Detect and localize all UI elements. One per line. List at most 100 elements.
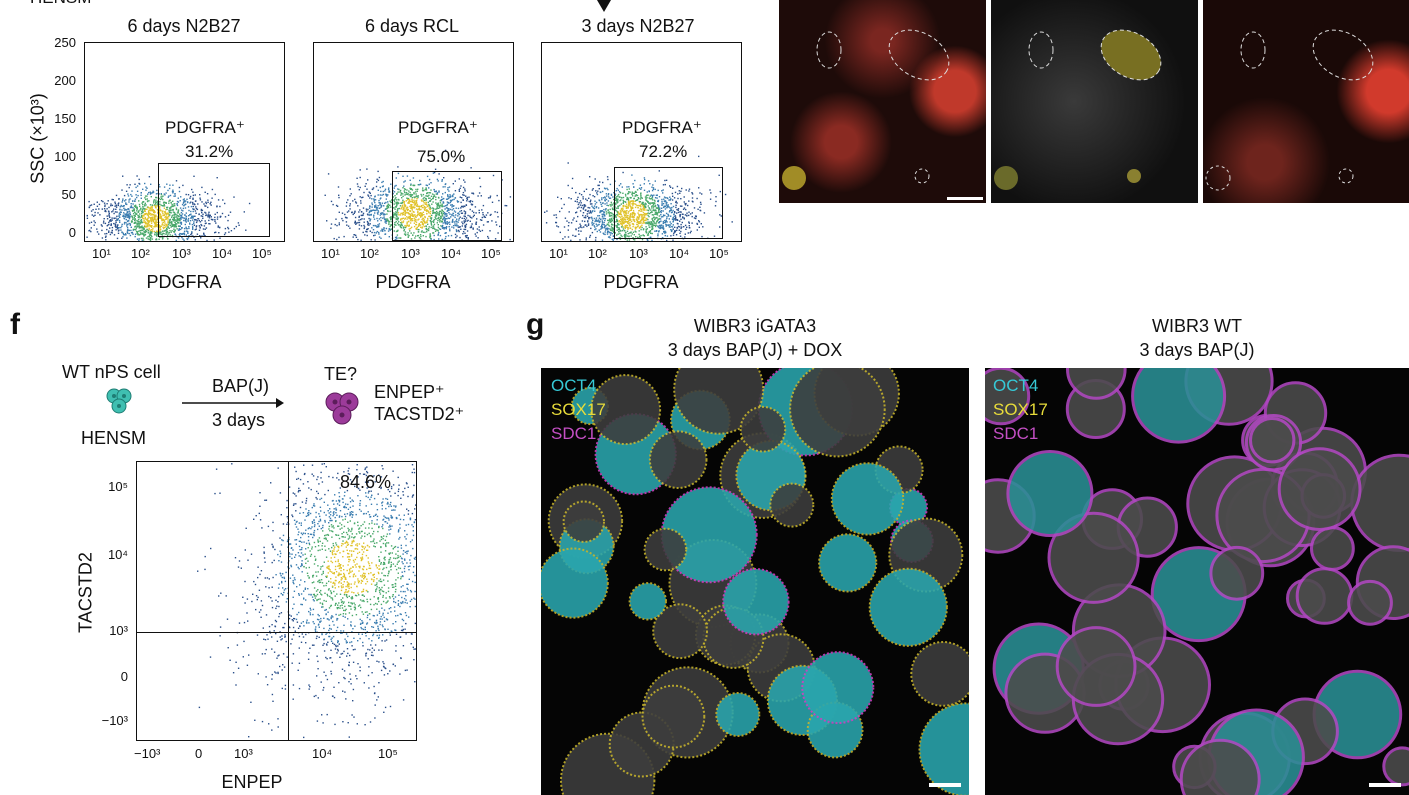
flow-dot <box>647 214 649 217</box>
flow-dot <box>208 219 210 222</box>
flow-dot <box>165 209 167 211</box>
top-arrow <box>597 0 611 12</box>
flow-dot <box>139 223 141 225</box>
flow-dot <box>415 504 417 506</box>
flow-dot <box>464 211 467 213</box>
flow-dot <box>617 233 619 235</box>
flow-dot <box>155 224 157 226</box>
flow-dot <box>156 230 158 233</box>
flow-dot <box>638 197 640 200</box>
flow-dot <box>664 221 666 224</box>
flow-dot <box>607 196 610 198</box>
flow-dot <box>155 220 157 222</box>
flow-dot <box>183 230 186 232</box>
flow-dot <box>580 202 582 204</box>
flow-dot <box>414 203 416 206</box>
flow-dot <box>342 597 344 599</box>
flow-dot <box>331 615 333 617</box>
flow-dot <box>125 202 127 204</box>
flow-dot <box>419 224 422 226</box>
flow-dot <box>216 205 218 207</box>
flow-dot <box>635 236 637 238</box>
flow-dot <box>646 194 648 196</box>
flow-dot <box>410 207 413 210</box>
flow-dot <box>346 217 348 219</box>
flow-dot <box>134 229 137 231</box>
flow-dot <box>175 208 178 211</box>
flow-dot <box>362 207 365 209</box>
flow-dot <box>675 200 677 203</box>
flow-dot <box>570 198 572 200</box>
flow-dot <box>192 228 194 230</box>
flow-dot <box>647 239 649 242</box>
flow-dot <box>489 230 491 232</box>
flow-dot <box>455 207 457 209</box>
flow-dot <box>402 562 404 565</box>
flow-dot <box>345 585 347 588</box>
flow-dot <box>421 195 423 197</box>
flow-dot <box>593 207 596 210</box>
f-marker-tacstd2: TACSTD2⁺ <box>374 404 465 424</box>
flow-dot <box>129 184 131 186</box>
flow-dot <box>679 232 681 234</box>
flow-dot <box>637 220 639 222</box>
flow-dot <box>198 225 201 227</box>
flow-dot <box>334 223 336 226</box>
flow-dot <box>624 221 627 223</box>
flow-dot <box>405 538 407 540</box>
flow-dot <box>312 613 314 616</box>
flow-dot <box>657 204 659 206</box>
flow-dot <box>111 211 113 213</box>
flow-dot <box>115 204 117 207</box>
flow-dot <box>335 512 337 514</box>
flow-dot <box>651 232 653 235</box>
flow-dot <box>328 629 330 632</box>
flow-dot <box>390 545 393 547</box>
flow-dot <box>349 203 351 205</box>
flow-dot <box>576 198 578 201</box>
flow-dot <box>330 581 332 583</box>
flow-dot <box>626 224 628 227</box>
flow-dot <box>339 552 341 554</box>
flow-dot <box>205 227 208 229</box>
flow-dot <box>471 217 473 219</box>
flow-dot <box>100 224 103 226</box>
flow-dot <box>390 216 392 218</box>
flow-dot <box>624 238 627 240</box>
flow-dot <box>370 541 372 543</box>
flow-dot <box>193 203 195 205</box>
flow-dot <box>164 211 166 214</box>
flow-dot <box>327 533 329 536</box>
flow-dot <box>415 228 418 230</box>
flow-dot <box>150 218 152 220</box>
flow-dot <box>621 235 623 238</box>
flow-dot <box>638 200 641 203</box>
flow-dot <box>698 226 700 228</box>
flow-dot <box>127 208 129 211</box>
plot2-gate-pct: 75.0% <box>417 147 466 166</box>
flow-dot <box>123 209 126 211</box>
flow-dot <box>668 199 670 201</box>
flow-dot <box>354 198 356 201</box>
flow-dot <box>440 216 442 218</box>
flow-dot <box>142 233 144 235</box>
flow-dot <box>661 233 664 235</box>
flow-dot <box>198 213 200 216</box>
flow-dot <box>301 633 303 635</box>
flow-dot <box>377 189 379 191</box>
flow-dot <box>413 471 416 474</box>
flow-dot <box>151 192 153 194</box>
flow-dot <box>115 206 118 208</box>
flow-dot <box>113 217 115 220</box>
flow-dot <box>614 202 617 204</box>
flow-dot <box>607 200 610 202</box>
flow-dot <box>172 220 175 222</box>
flow-dot <box>444 205 447 207</box>
flow-dot <box>167 196 169 198</box>
flow-dot <box>604 188 607 190</box>
flow-dot <box>651 214 654 216</box>
flow-dot <box>698 220 700 222</box>
flow-dot <box>407 212 409 214</box>
flow-dot <box>126 203 128 206</box>
flow-dot <box>298 522 300 524</box>
